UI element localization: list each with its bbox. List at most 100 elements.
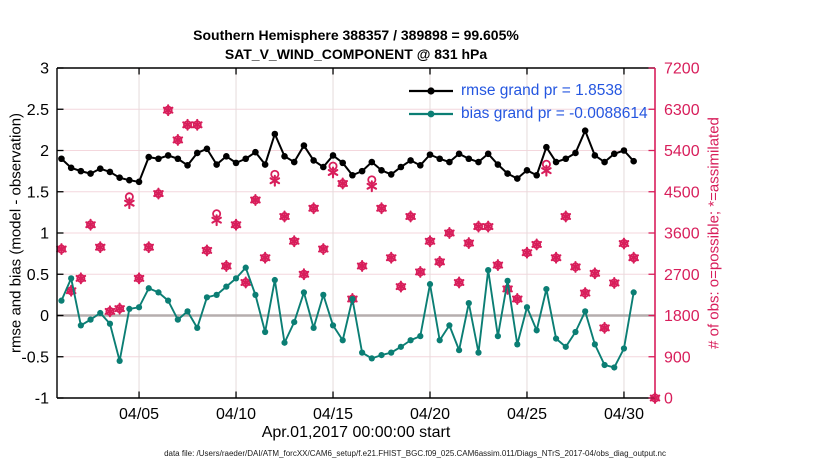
rmse-marker: [630, 157, 637, 165]
y-left-tick-label: 1: [40, 226, 49, 243]
obs-possible-marker: [532, 239, 542, 249]
obs-possible-marker: [105, 306, 115, 316]
obs-possible-marker: [250, 195, 260, 205]
legend-item-bias: bias grand pr = -0.0088614: [408, 102, 648, 125]
obs-possible-marker: [512, 294, 522, 304]
obs-assimilated-marker: [541, 167, 552, 175]
bias-marker: [388, 349, 395, 356]
legend-bias-label: bias grand pr = -0.0088614: [461, 104, 648, 122]
bias-line: [60, 266, 635, 369]
obs-possible-marker: [435, 257, 445, 267]
obs-possible-marker: [231, 220, 241, 230]
obs-possible-marker: [551, 253, 561, 263]
obs-possible-marker: [173, 135, 183, 145]
rmse-marker: [601, 158, 608, 166]
rmse-marker: [174, 155, 182, 163]
rmse-marker: [145, 153, 153, 161]
obs-possible-marker: [124, 192, 134, 202]
y-right-tick-label: 5400: [664, 143, 700, 160]
obs-possible-marker: [590, 268, 600, 278]
y-left-tick-label: 3: [40, 61, 49, 78]
bias-marker: [320, 291, 327, 298]
obs-possible-marker: [66, 286, 76, 296]
bias-marker: [58, 297, 65, 304]
rmse-marker: [58, 155, 65, 163]
bias-marker: [446, 322, 453, 329]
bias-marker: [184, 308, 191, 315]
y-right-tick-label: 1800: [664, 308, 700, 325]
bias-marker: [359, 349, 366, 356]
bias-marker: [630, 289, 637, 296]
y-left-tick-label: 1.5: [27, 184, 49, 201]
y-right-tick-label: 900: [664, 349, 691, 366]
bias-marker: [426, 281, 434, 288]
obs-possible-marker: [425, 236, 435, 246]
obs-possible-marker: [570, 262, 580, 272]
bias-marker: [417, 333, 424, 340]
obs-possible-marker: [270, 169, 280, 179]
rmse-marker: [417, 162, 424, 169]
data-file-caption: data file: /Users/raeder/DAI/ATM_forcXX/…: [164, 449, 666, 458]
y-right-tick-label: 4500: [664, 184, 700, 201]
bias-marker: [77, 322, 84, 329]
rmse-marker: [126, 176, 133, 184]
y-right-tick-label: 0: [664, 391, 673, 408]
obs-possible-marker: [619, 239, 629, 249]
rmse-marker: [572, 149, 579, 157]
x-tick-label: 04/15: [313, 406, 353, 423]
rmse-marker: [484, 150, 492, 158]
rmse-marker: [184, 162, 191, 169]
y-left-tick-label: 2: [40, 143, 49, 160]
obs-possible-marker: [338, 178, 348, 188]
rmse-marker: [475, 158, 482, 166]
rmse-marker: [203, 145, 211, 153]
rmse-marker: [116, 174, 123, 182]
obs-possible-marker: [134, 273, 144, 283]
obs-possible-marker: [483, 222, 493, 232]
bias-marker: [494, 333, 501, 340]
rmse-marker: [378, 167, 385, 174]
bias-marker: [300, 289, 308, 296]
obs-possible-marker: [396, 282, 406, 292]
rmse-marker: [77, 167, 85, 175]
rmse-marker: [155, 155, 162, 163]
bias-marker: [455, 347, 463, 354]
rmse-marker: [290, 158, 298, 166]
legend-item-rmse: rmse grand pr = 1.8538: [408, 79, 648, 102]
bias-marker: [368, 355, 375, 362]
obs-possible-marker: [299, 269, 309, 279]
bias-line-marker-icon: [409, 110, 453, 117]
x-tick-label: 04/10: [216, 406, 256, 423]
obs-possible-marker: [289, 236, 299, 246]
rmse-marker: [581, 127, 589, 134]
rmse-marker: [533, 171, 540, 179]
rmse-marker: [358, 167, 366, 175]
obs-possible-marker: [406, 211, 416, 221]
y-left-tick-label: -1: [35, 391, 49, 408]
y-left-tick-label: 2.5: [27, 102, 49, 119]
bias-marker: [611, 364, 618, 371]
obs-possible-marker: [541, 159, 551, 169]
rmse-marker: [339, 159, 347, 167]
bias-marker: [242, 264, 249, 271]
rmse-marker: [193, 149, 201, 157]
rmse-marker: [620, 147, 628, 154]
bias-marker: [281, 339, 288, 346]
bias-marker: [591, 341, 598, 348]
obs-possible-marker: [202, 245, 212, 255]
bias-marker: [291, 319, 298, 326]
obs-possible-marker: [144, 242, 154, 252]
rmse-marker: [96, 165, 104, 172]
obs-assimilated-marker: [124, 199, 135, 207]
rmse-marker: [252, 148, 259, 156]
obs-possible-marker: [309, 203, 319, 213]
obs-possible-marker: [212, 209, 222, 219]
obs-possible-marker: [163, 105, 173, 115]
bias-marker: [339, 337, 346, 344]
bias-marker: [329, 322, 337, 329]
bias-marker: [485, 267, 492, 274]
rmse-marker: [281, 152, 288, 160]
bias-marker: [514, 341, 521, 348]
